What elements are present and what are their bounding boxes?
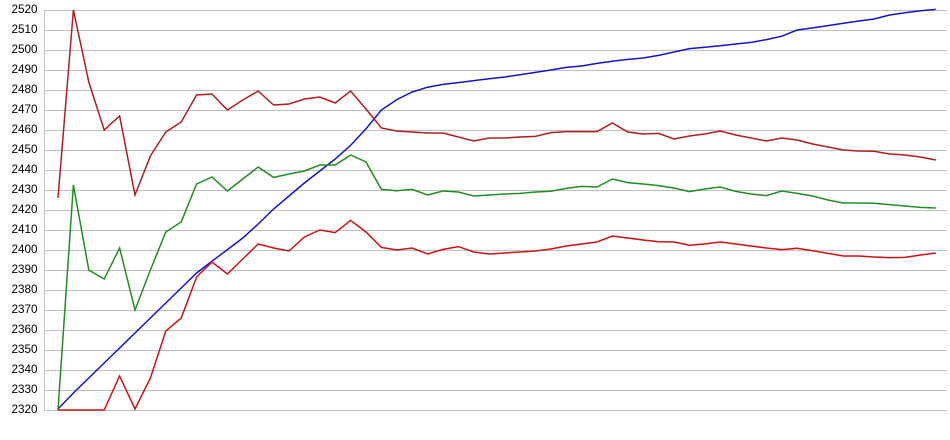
svg-text:2420: 2420 [11,203,38,216]
svg-text:2520: 2520 [11,3,38,16]
svg-text:2360: 2360 [11,323,38,336]
svg-text:2460: 2460 [11,123,38,136]
svg-text:2380: 2380 [11,283,38,296]
svg-text:2500: 2500 [11,43,38,56]
svg-text:2440: 2440 [11,163,38,176]
svg-text:2510: 2510 [11,23,38,36]
svg-text:2370: 2370 [11,303,38,316]
svg-text:2400: 2400 [11,243,38,256]
svg-text:2320: 2320 [11,403,38,416]
svg-text:2350: 2350 [11,343,38,356]
svg-text:2390: 2390 [11,263,38,276]
svg-text:2450: 2450 [11,143,38,156]
svg-text:2480: 2480 [11,83,38,96]
svg-text:2340: 2340 [11,363,38,376]
svg-text:2430: 2430 [11,183,38,196]
svg-text:2470: 2470 [11,103,38,116]
svg-text:2490: 2490 [11,63,38,76]
svg-text:2410: 2410 [11,223,38,236]
svg-text:2330: 2330 [11,383,38,396]
